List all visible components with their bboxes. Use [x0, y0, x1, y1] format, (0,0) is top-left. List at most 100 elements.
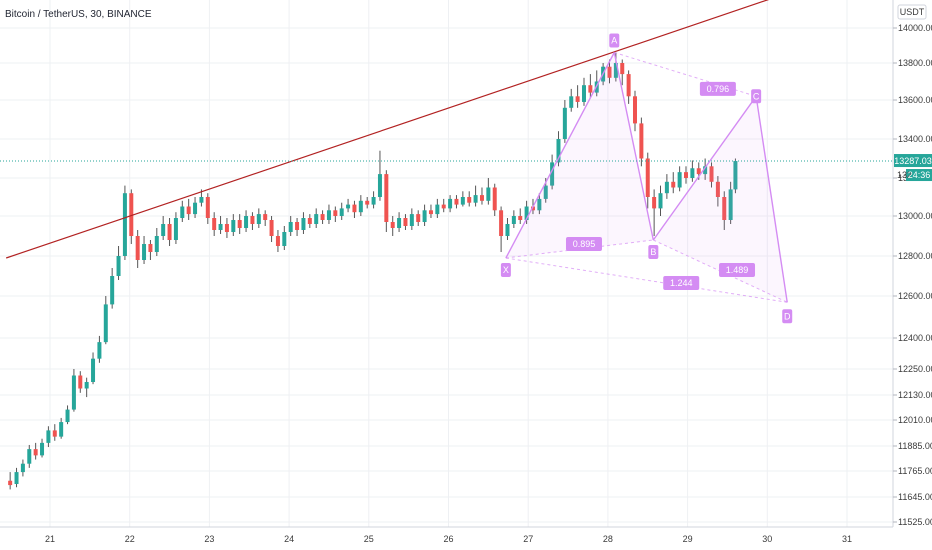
y-tick-label: 12130.00 — [898, 390, 932, 400]
trendline[interactable] — [5, 0, 855, 259]
candle-down — [479, 195, 484, 201]
candle-down — [52, 430, 57, 437]
candle-up — [569, 96, 574, 108]
candle-down — [530, 206, 535, 211]
candle-up — [84, 382, 89, 389]
candle-down — [167, 224, 172, 240]
currency-label: USDT — [900, 7, 925, 17]
point-label-text: A — [611, 36, 617, 46]
y-tick-label: 12400.00 — [898, 333, 932, 343]
point-label-text: B — [650, 247, 656, 257]
candle-down — [237, 220, 242, 228]
candle-up — [613, 63, 618, 78]
pattern-leg-xa — [505, 52, 615, 259]
candle-down — [671, 181, 676, 188]
candle-down — [269, 220, 274, 236]
y-tick-label: 13000.00 — [898, 211, 932, 221]
candle-up — [537, 198, 542, 211]
point-label-bg — [648, 245, 659, 259]
countdown-under-label: 132 — [897, 170, 912, 180]
candle-up — [550, 162, 555, 186]
x-tick-label: 25 — [364, 534, 374, 544]
candle-down — [250, 216, 255, 224]
chart-title: Bitcoin / TetherUS, 30, BINANCE — [5, 9, 152, 20]
candle-up — [173, 218, 178, 240]
point-label-bg — [751, 89, 762, 104]
candle-down — [186, 206, 191, 215]
candle-down — [333, 210, 338, 216]
candle-down — [607, 66, 612, 78]
point-label-text: D — [784, 311, 791, 321]
candle-down — [632, 96, 637, 124]
candle-down — [224, 224, 229, 232]
candle-down — [295, 222, 300, 230]
candle-up — [326, 210, 331, 220]
pattern-point-a[interactable]: A — [609, 33, 620, 48]
ratio-label: 0.895 — [565, 237, 602, 251]
point-label-text: C — [753, 91, 760, 101]
candle-up — [505, 224, 510, 236]
candle-up — [231, 220, 236, 232]
candle-down — [307, 218, 312, 224]
candle-up — [59, 422, 64, 437]
candle-down — [715, 181, 720, 197]
y-tick-label: 12800.00 — [898, 251, 932, 261]
pattern-point-d[interactable]: D — [782, 309, 793, 324]
candle-up — [371, 197, 376, 205]
candle-up — [703, 166, 708, 175]
candle-up — [690, 168, 695, 178]
candles — [8, 52, 738, 490]
candle-down — [205, 197, 210, 218]
grid — [0, 0, 893, 527]
candle-up — [346, 204, 351, 209]
harmonic-pattern[interactable]: 0.796 0.895 1.244 1.489 X A B C D — [500, 33, 793, 324]
candle-up — [556, 139, 561, 163]
candle-down — [33, 449, 38, 456]
currency-badge[interactable]: USDT — [897, 4, 927, 20]
ratio-label-bg — [719, 263, 756, 277]
candle-up — [244, 216, 249, 228]
candle-up — [161, 224, 166, 236]
y-tick-label: 11525.00 — [898, 517, 932, 527]
candle-down — [639, 123, 644, 159]
candle-down — [588, 85, 593, 93]
candle-up — [71, 375, 76, 410]
candle-down — [352, 204, 357, 213]
candle-up — [409, 214, 414, 226]
candle-up — [435, 204, 440, 215]
ratio-label-bg — [699, 81, 736, 96]
pattern-point-b[interactable]: B — [648, 245, 659, 259]
candle-down — [518, 216, 523, 220]
candle-up — [377, 174, 382, 197]
candle-down — [626, 74, 631, 97]
candle-up — [339, 208, 344, 216]
pattern-point-c[interactable]: C — [751, 89, 762, 104]
candle-down — [684, 172, 689, 178]
candle-down — [416, 214, 421, 222]
candle-down — [275, 236, 280, 246]
pattern-fill-xab — [505, 52, 654, 258]
y-tick-label: 12250.00 — [898, 364, 932, 374]
candle-down — [645, 158, 650, 197]
candle-down — [454, 198, 459, 205]
candle-down — [492, 187, 497, 211]
candle-up — [677, 172, 682, 188]
ratio-label-bg — [565, 237, 602, 251]
pattern-point-x[interactable]: X — [500, 263, 511, 277]
trendline-line[interactable] — [5, 0, 855, 259]
candle-up — [486, 187, 491, 201]
candle-up — [20, 463, 25, 473]
candle-up — [314, 214, 319, 224]
candle-down — [467, 197, 472, 203]
candle-down — [320, 214, 325, 220]
candle-down — [365, 200, 370, 205]
candle-up — [511, 216, 516, 224]
candle-up — [14, 472, 19, 484]
candle-down — [212, 218, 217, 230]
candle-down — [263, 214, 268, 220]
candle-down — [8, 480, 13, 486]
price-axis[interactable] — [893, 0, 932, 550]
candle-up — [193, 202, 198, 215]
candle-up — [65, 409, 70, 423]
